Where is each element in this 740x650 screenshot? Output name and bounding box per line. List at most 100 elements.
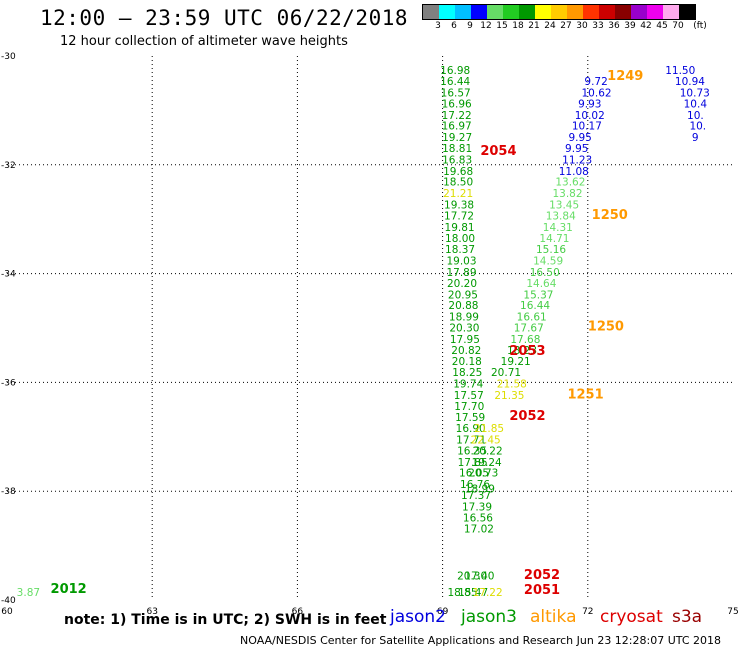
wave-height-label: 17.85 [458,457,488,469]
wave-height-label: 16.50 [530,267,560,279]
color-scale-label: 39 [624,21,636,31]
wave-height-label: 16.61 [517,312,547,324]
color-scale-label: 33 [592,21,604,31]
data-labels: 16.9816.4416.5716.9617.2216.9719.2718.81… [17,65,710,599]
wave-height-label: 17.70 [454,401,484,413]
time-label: 2053 [509,344,545,359]
wave-height-label: 10.02 [575,110,605,122]
wave-height-label: 20.82 [451,345,481,357]
wave-height-label: 15.16 [536,244,566,256]
wave-height-label: 20.71 [491,367,521,379]
time-label: 1250 [592,208,628,223]
wave-height-label: 13.62 [555,177,585,189]
wave-height-label: 9 [692,132,699,144]
wave-height-label: 17.95 [450,334,480,346]
color-scale-label: 36 [608,21,620,31]
wave-height-label: 17.57 [454,390,484,402]
wave-height-label: 21.35 [494,390,524,402]
color-swatch [615,5,631,19]
x-tick-label: 66 [292,607,304,617]
x-tick-label: 72 [582,607,593,617]
time-label: 2051 [524,583,560,598]
color-swatch [631,5,647,19]
wave-height-label: 16.97 [442,121,472,133]
chart-title: 12:00 — 23:59 UTC 06/22/2018 [40,6,409,30]
wave-height-label: 20.20 [447,278,477,290]
wave-height-label: 14.64 [526,278,556,290]
color-scale-label: 42 [640,21,652,31]
color-swatch [551,5,567,19]
wave-height-label: 17.22 [473,587,503,599]
satellite-jason3: jason3 [461,607,517,627]
wave-height-label: 17.68 [510,334,540,346]
time-label: 2052 [524,568,560,583]
wave-height-label: 19.74 [453,378,483,390]
time-label: 1251 [567,387,603,402]
wave-height-label: 18.99 [449,312,479,324]
wave-height-label: 10. [689,121,706,133]
y-tick-label: -36 [1,378,16,388]
y-tick-label: -34 [1,270,16,280]
wave-height-label: 18.85 [447,587,477,599]
y-tick-label: -32 [1,161,16,171]
wave-height-label: 21.58 [497,378,527,390]
wave-height-label: 18.00 [445,233,475,245]
wave-height-label: 14.59 [533,256,563,268]
wave-height-label: 18.23 [507,345,537,357]
time-label: 1249 [607,69,643,84]
wave-height-label: 11.23 [562,154,592,166]
wave-height-label: 16.57 [441,87,471,99]
wave-height-label: 18.50 [443,177,473,189]
wave-height-label: 20.95 [448,289,478,301]
wave-height-label: 19.68 [443,166,473,178]
wave-height-label: 19.38 [444,200,474,212]
wave-height-label: 18.25 [452,367,482,379]
chart-subtitle: 12 hour collection of altimeter wave hei… [60,34,348,49]
color-swatch [439,5,455,19]
color-swatch [567,5,583,19]
wave-height-label: 16.90 [456,423,486,435]
color-scale-label: 30 [576,21,588,31]
color-swatch [599,5,615,19]
color-swatch [519,5,535,19]
wave-height-label: 16.44 [440,76,470,88]
color-scale-unit: (ft) [693,21,707,31]
time-label: 2052 [509,409,545,424]
color-swatch [455,5,471,19]
wave-height-label: 21.85 [474,423,504,435]
color-scale [422,4,696,20]
wave-height-label: 16.76 [460,479,490,491]
x-tick-label: 60 [1,607,13,617]
color-scale-label: 27 [560,21,572,31]
wave-height-label: 17.39 [462,501,492,513]
color-scale-label: 3 [435,21,441,31]
color-scale-label: 15 [496,21,508,31]
color-swatch [423,5,439,19]
wave-height-label: 14.71 [539,233,569,245]
wave-height-label: 20.30 [457,571,487,583]
wave-height-label: 21.21 [443,188,473,200]
wave-height-label: 10. [687,110,704,122]
time-label: 2012 [51,582,87,597]
satellite-s3a: s3a [672,607,703,627]
wave-height-label: 20.22 [473,445,503,457]
wave-height-label: 16.98 [440,65,470,77]
wave-height-label: 9.95 [565,143,588,155]
wave-height-label: 10.4 [684,98,708,110]
wave-height-label: 18.81 [442,143,472,155]
wave-height-label: 17.40 [464,571,494,583]
wave-height-label: 17.67 [514,322,544,334]
wave-height-label: 18.37 [445,244,475,256]
footer-credit: NOAA/NESDIS Center for Satellite Applica… [240,634,722,647]
wave-height-label: 19.24 [472,457,502,469]
color-swatch [663,5,679,19]
satellite-altika: altika [530,607,577,627]
y-tick-label: -40 [1,596,16,606]
x-tick-label: 69 [437,607,449,617]
color-swatch [503,5,519,19]
footer-note: note: 1) Time is in UTC; 2) SWH is in fe… [64,612,387,628]
color-scale-label: 21 [528,21,540,31]
wave-height-label: 16.56 [463,512,493,524]
wave-height-label: 16.05 [459,468,489,480]
